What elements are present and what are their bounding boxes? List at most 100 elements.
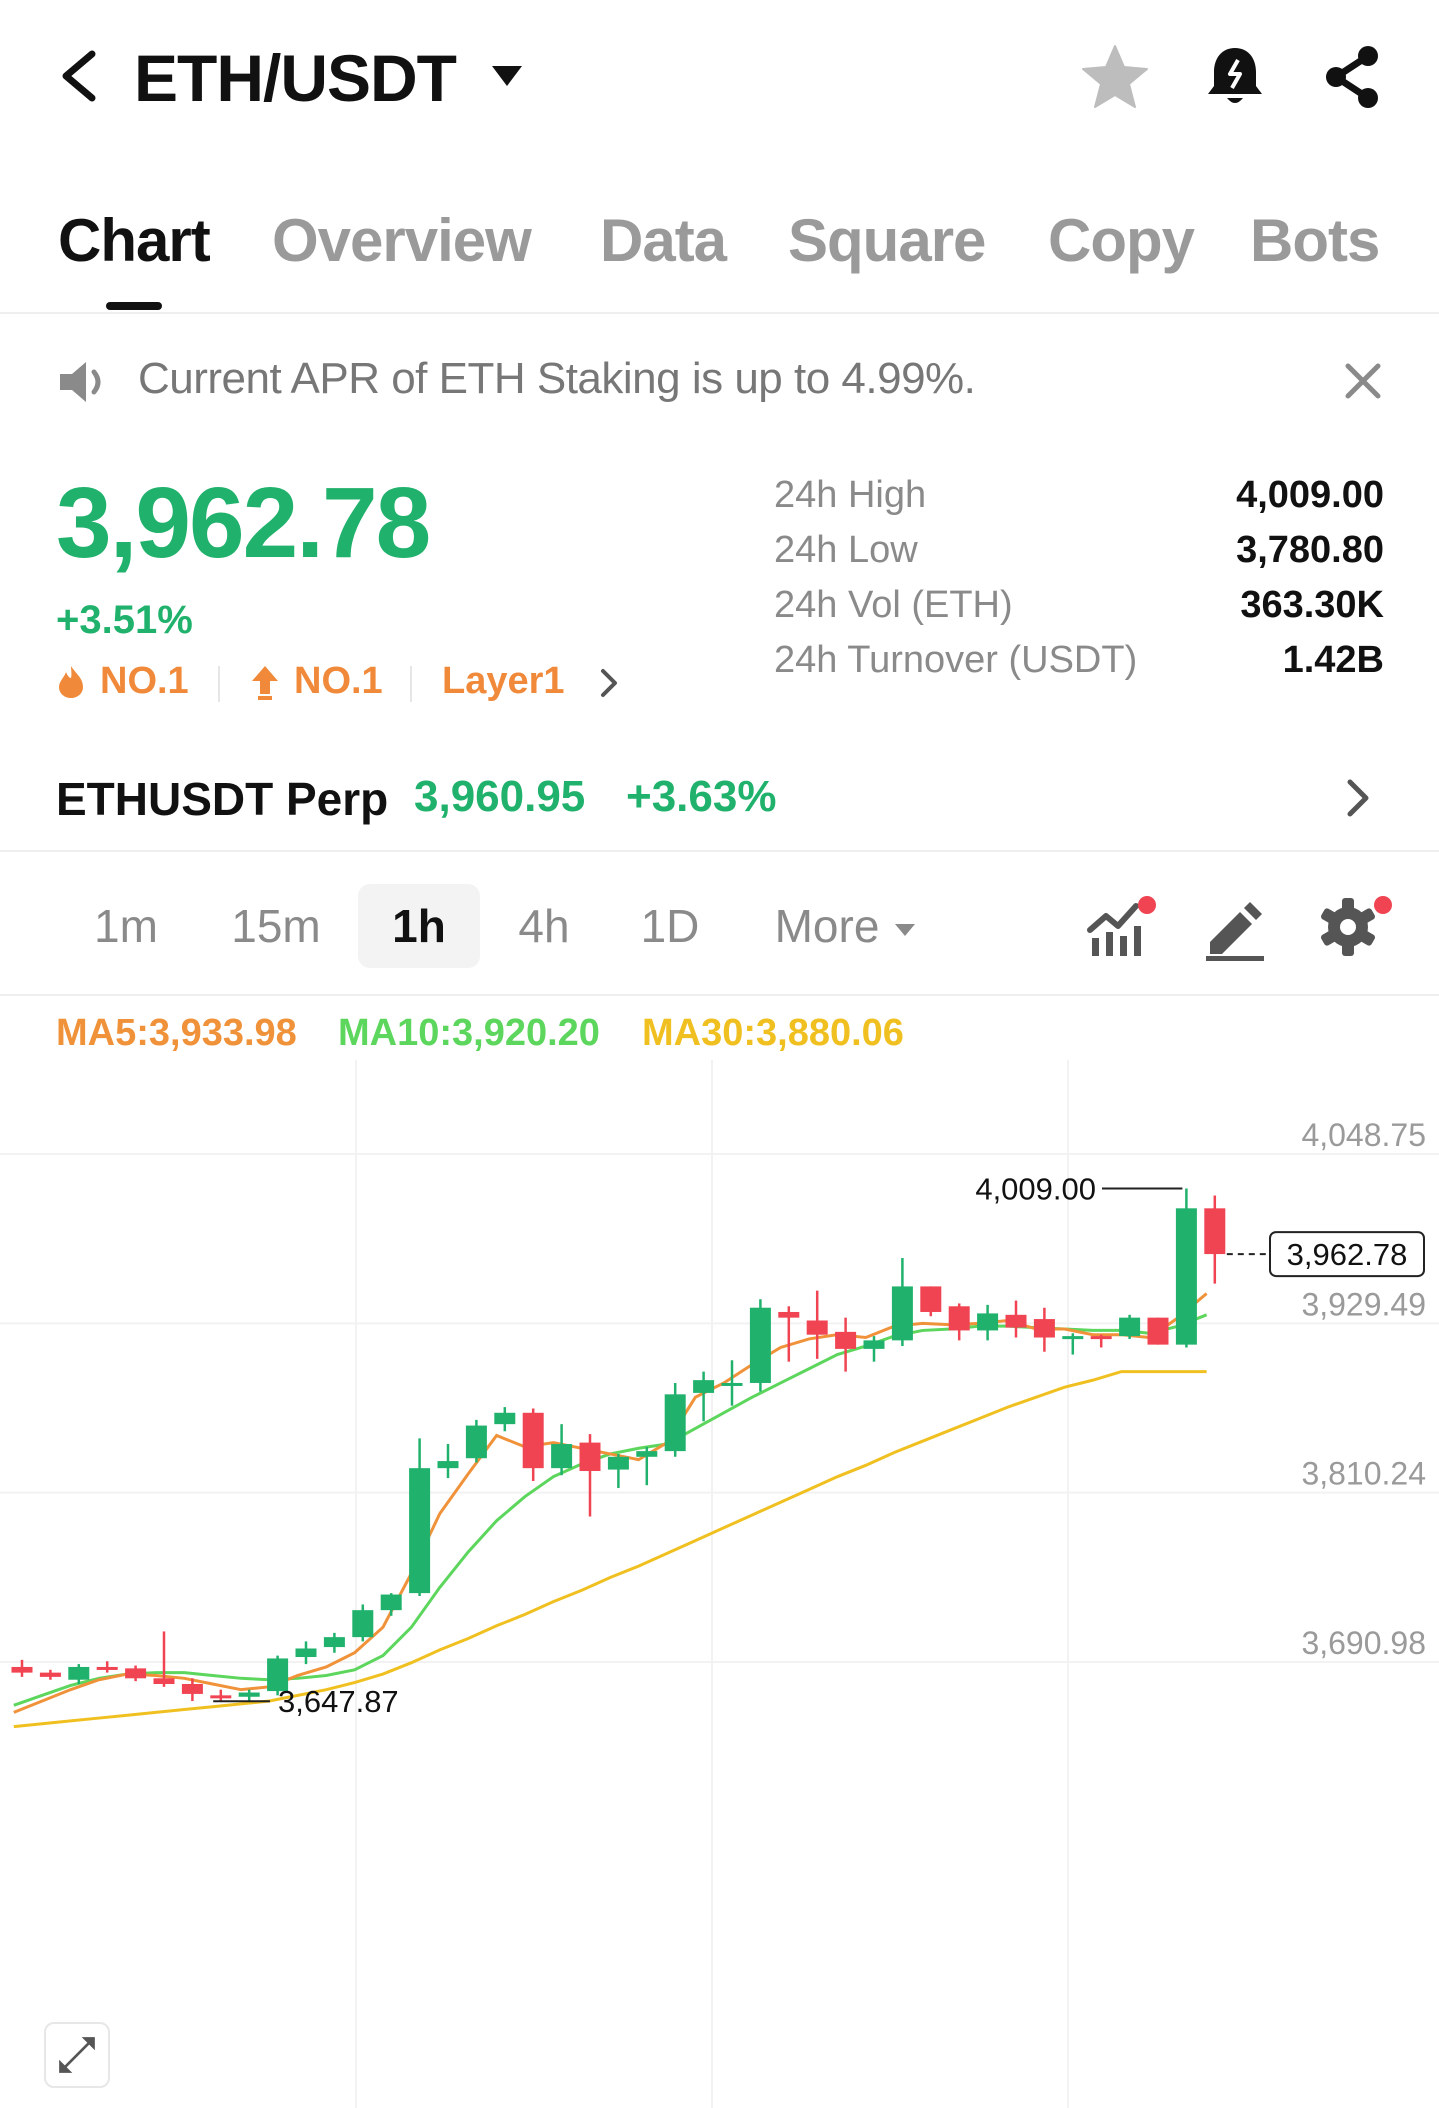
interval-more[interactable]: More: [760, 884, 930, 968]
indicators-icon[interactable]: [1084, 892, 1154, 962]
fullscreen-expand-icon[interactable]: [44, 2022, 110, 2088]
candle-body-up: [863, 1340, 885, 1349]
favorite-star-icon[interactable]: [1080, 42, 1150, 112]
ma5-line: [13, 1292, 1208, 1714]
candle-body-up: [437, 1461, 459, 1469]
settings-gear-icon[interactable]: [1312, 892, 1382, 962]
pair-dropdown-caret-icon[interactable]: [490, 64, 524, 88]
stat-label: 24h Turnover (USDT): [774, 639, 1138, 681]
notification-dot: [1374, 896, 1392, 914]
interval-4h[interactable]: 4h: [518, 900, 570, 952]
candle-body-down: [579, 1442, 601, 1472]
stat-high: 24h High 4,009.00: [774, 474, 1384, 529]
y-axis-tick-label: 3,690.98: [1301, 1625, 1426, 1661]
stat-volume: 24h Vol (ETH) 363.30K: [774, 584, 1384, 639]
ma10-label: MA10:3,920.20: [338, 1012, 600, 1054]
y-axis-tick-label: 3,929.49: [1301, 1286, 1426, 1322]
candle-body-up: [551, 1444, 573, 1469]
ma30-line: [13, 1370, 1207, 1729]
chevron-right-icon: [1347, 779, 1369, 817]
tab-overview[interactable]: Overview: [272, 207, 532, 274]
stat-label: 24h Vol (ETH): [774, 584, 1013, 626]
candle-body-up: [465, 1425, 487, 1459]
hot-rank-tag[interactable]: NO.1: [56, 660, 189, 703]
stat-value: 1.42B: [1282, 639, 1384, 681]
candle-body-down: [522, 1412, 544, 1469]
chart-canvas[interactable]: 4,048.75 3,929.49 3,810.24 3,690.98 4,009.00…: [0, 1060, 1439, 2108]
interval-1d[interactable]: 1D: [640, 900, 700, 952]
candle-body-up: [1062, 1336, 1084, 1340]
perp-name: ETHUSDT Perp: [56, 773, 389, 825]
interval-1h[interactable]: 1h: [358, 884, 480, 968]
candle-body-up: [267, 1658, 289, 1692]
notification-dot: [1138, 896, 1156, 914]
current-price-tag-box: [1269, 1231, 1425, 1278]
candle-body-down: [11, 1666, 33, 1673]
candle-body-up: [352, 1610, 374, 1638]
candle-body-down: [39, 1672, 61, 1677]
arrow-up-icon: [252, 665, 278, 700]
pair-title[interactable]: ETH/USDT: [134, 41, 457, 115]
tab-copy[interactable]: Copy: [1048, 207, 1195, 274]
chevron-right-icon[interactable]: [596, 666, 622, 700]
category-tag[interactable]: Layer1: [442, 660, 565, 703]
ma30-label: MA30:3,880.06: [642, 1012, 904, 1054]
active-tab-indicator: [106, 302, 162, 310]
stat-label: 24h Low: [774, 529, 918, 571]
gainer-rank-tag[interactable]: NO.1: [250, 660, 383, 703]
drawing-pencil-icon[interactable]: [1200, 892, 1270, 962]
candle-body-up: [380, 1594, 402, 1611]
announcement-banner[interactable]: Current APR of ETH Staking is up to 4.99…: [0, 330, 1439, 430]
candle-body-up: [891, 1286, 913, 1341]
tab-square[interactable]: Square: [788, 207, 986, 274]
more-label: More: [774, 900, 880, 952]
candle-body-up: [1119, 1317, 1141, 1337]
tag-divider: [218, 666, 220, 702]
speaker-icon: [60, 362, 101, 402]
stat-turnover: 24h Turnover (USDT) 1.42B: [774, 639, 1384, 694]
close-icon[interactable]: [1340, 358, 1386, 404]
candle-body-down: [1005, 1314, 1027, 1328]
perp-change: +3.63%: [626, 772, 777, 821]
ma5-label: MA5:3,933.98: [56, 1012, 297, 1054]
candle-body-down: [1033, 1319, 1055, 1338]
ma10-line: [13, 1313, 1208, 1707]
candle-body-down: [920, 1286, 942, 1312]
candle-body-up: [749, 1307, 771, 1383]
candle-body-down: [181, 1683, 203, 1694]
back-arrow-icon[interactable]: [56, 48, 100, 104]
candle-body-up: [1175, 1208, 1197, 1345]
interval-15m[interactable]: 15m: [231, 900, 321, 952]
low-marker-label: 3,647.87: [278, 1684, 399, 1719]
candle-body-up: [494, 1412, 516, 1425]
current-price-tag-label: 3,962.78: [1287, 1237, 1408, 1272]
tab-bots[interactable]: Bots: [1250, 207, 1380, 274]
candle-body-down: [1090, 1336, 1112, 1340]
share-icon[interactable]: [1318, 42, 1388, 112]
stat-value: 363.30K: [1240, 584, 1384, 626]
candle-body-up: [636, 1451, 658, 1457]
price-alert-bell-icon[interactable]: [1200, 42, 1270, 112]
candle-body-down: [96, 1666, 118, 1670]
category-label: Layer1: [442, 660, 565, 702]
tab-chart[interactable]: Chart: [58, 207, 211, 274]
fire-icon: [59, 665, 83, 698]
candle-body-up: [323, 1637, 345, 1648]
candle-body-down: [125, 1668, 147, 1679]
candle-body-up: [409, 1468, 431, 1594]
candle-body-down: [1204, 1208, 1226, 1255]
candlestick-chart[interactable]: 4,048.75 3,929.49 3,810.24 3,690.98 4,009.00…: [0, 1060, 1439, 2108]
candle-body-down: [835, 1331, 857, 1349]
candle-body-up: [977, 1313, 999, 1331]
y-axis-tick-label: 4,048.75: [1301, 1117, 1426, 1153]
perp-price: 3,960.95: [414, 772, 586, 821]
candle-body-down: [806, 1320, 828, 1335]
y-axis-tick-label: 3,810.24: [1301, 1456, 1426, 1492]
candle-body-up: [295, 1648, 317, 1658]
tab-data[interactable]: Data: [600, 207, 727, 274]
stat-value: 4,009.00: [1236, 474, 1384, 516]
stat-label: 24h High: [774, 474, 927, 516]
interval-1m[interactable]: 1m: [94, 900, 158, 952]
stat-value: 3,780.80: [1236, 529, 1384, 571]
perpetual-link-row[interactable]: ETHUSDT Perp 3,960.95 +3.63%: [0, 760, 1439, 852]
